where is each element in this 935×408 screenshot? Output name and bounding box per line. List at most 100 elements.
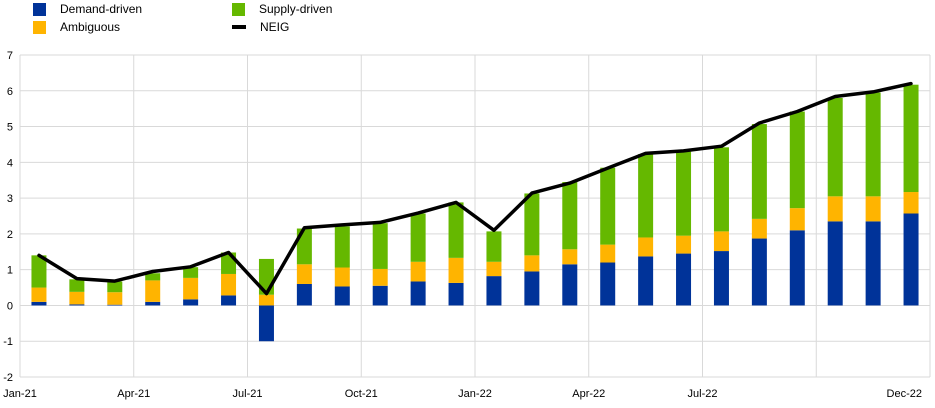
legend-swatch-supply-driven [232,2,245,16]
legend-swatch-demand-driven [33,2,46,16]
legend-item-demand-driven: Demand-driven [33,0,142,18]
bar-ambiguous-Aug-22 [751,218,767,239]
bar-supply-driven-Dec-22 [903,84,919,193]
x-tick-label: Dec-22 [887,388,922,400]
line-neig [37,81,913,296]
bar-ambiguous-Aug-21 [296,264,312,284]
bar-ambiguous-Oct-21 [372,268,388,286]
bar-demand-driven-Dec-21 [448,282,464,306]
bar-supply-driven-May-21 [183,267,199,278]
bar-demand-driven-Oct-22 [827,221,843,306]
y-tick-label: 4 [7,157,13,169]
bar-ambiguous-Jul-21 [258,294,274,306]
bar-supply-driven-Apr-21 [145,273,161,281]
bar-supply-driven-Nov-21 [410,213,426,262]
y-tick-label: 2 [7,229,13,241]
bar-ambiguous-Dec-21 [448,257,464,283]
bar-ambiguous-Mar-21 [107,292,123,305]
bar-demand-driven-May-21 [183,299,199,306]
bar-demand-driven-Nov-22 [865,221,881,306]
bar-ambiguous-May-21 [183,277,199,300]
bar-demand-driven-Aug-21 [296,283,312,306]
bar-ambiguous-Nov-21 [410,261,426,282]
legend-label-supply-driven: Supply-driven [259,2,333,16]
legend-line-neig [232,25,246,29]
bar-demand-driven-Jan-22 [486,276,502,306]
legend-label-demand-driven: Demand-driven [60,2,143,16]
bar-supply-driven-Oct-21 [372,223,388,269]
bar-supply-driven-May-22 [638,154,654,238]
legend-label-ambiguous: Ambiguous [60,20,121,34]
bar-ambiguous-Jan-22 [486,261,502,277]
y-tick-label: 1 [7,265,13,277]
bar-supply-driven-Sep-22 [789,111,805,209]
bar-supply-driven-Oct-22 [827,97,843,197]
bar-ambiguous-Sep-22 [789,208,805,231]
bar-ambiguous-Jun-21 [221,273,237,296]
bar-ambiguous-May-22 [638,237,654,257]
y-tick-label: 5 [7,122,13,134]
legend: Demand-driven Supply-driven Ambiguous NE… [0,0,935,40]
legend-item-supply-driven: Supply-driven [232,0,332,18]
bar-demand-driven-May-22 [638,256,654,306]
bar-ambiguous-Feb-21 [69,291,85,305]
bar-demand-driven-Jul-22 [713,251,729,306]
bar-demand-driven-Jul-21 [258,305,274,342]
bar-demand-driven-Nov-21 [410,281,426,306]
bar-supply-driven-Jun-22 [676,151,692,236]
bar-demand-driven-Aug-22 [751,238,767,306]
bar-demand-driven-Apr-21 [145,301,161,306]
x-tick-label: Apr-21 [117,388,150,400]
x-tick-label: Jul-22 [688,388,718,400]
bar-supply-driven-Jan-21 [31,255,47,288]
bar-demand-driven-Oct-21 [372,285,388,306]
bar-demand-driven-Jun-21 [221,295,237,306]
bar-demand-driven-Sep-21 [334,286,350,306]
bar-demand-driven-Mar-21 [107,304,123,306]
x-tick-label: Jan-21 [3,388,37,400]
bar-ambiguous-Dec-22 [903,192,919,214]
bar-supply-driven-Jan-22 [486,231,502,262]
legend-swatch-ambiguous [33,20,46,34]
bar-demand-driven-Apr-22 [600,262,616,306]
legend-item-ambiguous: Ambiguous [33,18,120,36]
bar-demand-driven-Dec-22 [903,213,919,306]
y-tick-label: 7 [7,50,13,62]
bar-ambiguous-Mar-22 [562,249,578,265]
y-tick-label: -2 [3,372,13,384]
bar-supply-driven-Sep-21 [334,226,350,268]
y-tick-label: -1 [3,336,13,348]
x-tick-label: Oct-21 [345,388,378,400]
bar-ambiguous-Oct-22 [827,196,843,222]
x-tick-label: Jul-21 [233,388,263,400]
bar-supply-driven-Nov-22 [865,92,881,197]
bar-supply-driven-Feb-22 [524,193,540,256]
bar-ambiguous-Jun-22 [676,235,692,254]
bar-ambiguous-Jan-21 [31,287,47,302]
bar-ambiguous-Nov-22 [865,196,881,222]
bar-supply-driven-Mar-22 [562,182,578,250]
bar-ambiguous-Sep-21 [334,267,350,287]
legend-item-neig: NEIG [232,18,289,36]
bar-demand-driven-Feb-22 [524,271,540,306]
bar-demand-driven-Mar-22 [562,264,578,306]
bar-ambiguous-Feb-22 [524,255,540,272]
bar-demand-driven-Jan-21 [31,301,47,306]
bar-demand-driven-Feb-21 [69,304,85,306]
bar-supply-driven-Feb-21 [69,279,85,292]
y-tick-label: 3 [7,193,13,205]
bar-supply-driven-Dec-21 [448,202,464,258]
bar-ambiguous-Apr-22 [600,244,616,263]
bar-supply-driven-Mar-21 [107,281,123,293]
x-tick-label: Apr-22 [572,388,605,400]
bar-ambiguous-Jul-22 [713,231,729,252]
bar-supply-driven-Aug-22 [751,124,767,219]
x-tick-label: Jan-22 [458,388,492,400]
bar-demand-driven-Sep-22 [789,230,805,306]
y-tick-label: 0 [7,300,13,312]
bar-demand-driven-Jun-22 [676,253,692,306]
y-tick-label: 6 [7,86,13,98]
bar-supply-driven-Apr-22 [600,167,616,245]
